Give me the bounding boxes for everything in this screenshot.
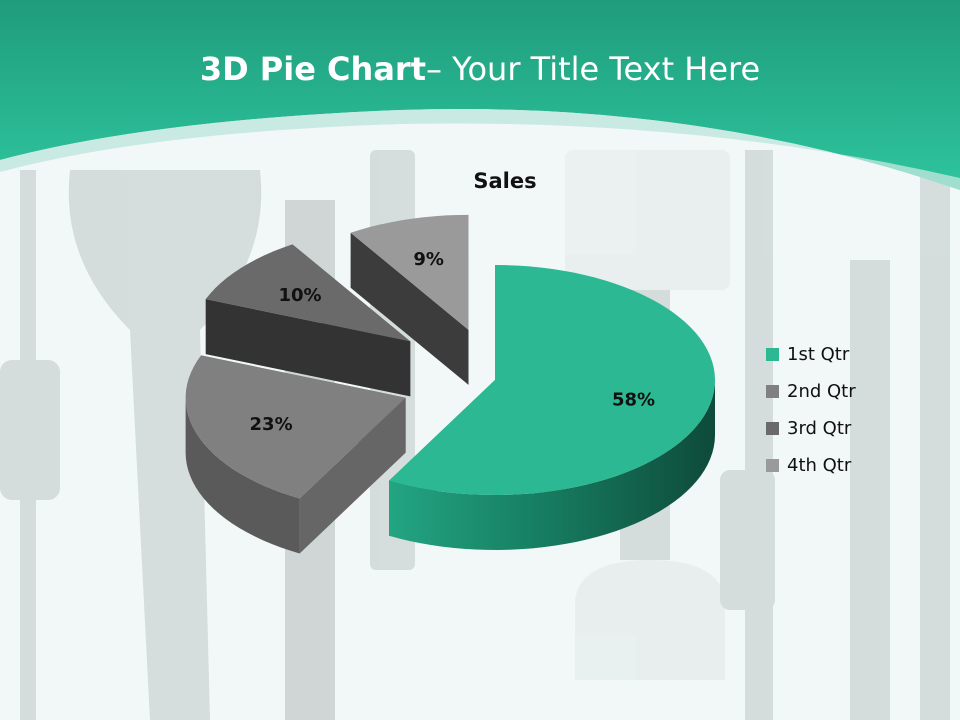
data-label: 9% bbox=[413, 249, 444, 270]
header-curve bbox=[0, 109, 960, 190]
legend-swatch bbox=[766, 422, 779, 435]
slice-radial-wall bbox=[205, 299, 411, 397]
legend-label: 3rd Qtr bbox=[787, 418, 852, 439]
legend-label: 4th Qtr bbox=[787, 455, 852, 476]
legend-swatch bbox=[766, 348, 779, 361]
pie-slice-3[interactable] bbox=[205, 244, 411, 397]
slice-side-wall bbox=[185, 397, 300, 554]
slice-top bbox=[389, 265, 715, 495]
title-bold: 3D Pie Chart bbox=[199, 50, 426, 88]
legend-swatch bbox=[766, 459, 779, 472]
legend-label: 1st Qtr bbox=[787, 344, 850, 365]
pie-slice-4[interactable] bbox=[350, 214, 469, 385]
data-label: 10% bbox=[279, 285, 322, 306]
slice-radial-wall bbox=[350, 232, 469, 385]
legend: 1st Qtr 2nd Qtr 3rd Qtr 4th Qtr bbox=[766, 336, 856, 484]
legend-item: 2nd Qtr bbox=[766, 373, 856, 410]
slice-side-wall bbox=[389, 380, 715, 550]
legend-item: 4th Qtr bbox=[766, 447, 856, 484]
legend-label: 2nd Qtr bbox=[787, 381, 856, 402]
slice-top bbox=[185, 355, 406, 499]
title-rest: – Your Title Text Here bbox=[425, 50, 761, 88]
slide-title: 3D Pie Chart– Your Title Text Here bbox=[0, 50, 960, 88]
data-label: 58% bbox=[612, 390, 655, 411]
data-label: 23% bbox=[250, 414, 293, 435]
chart-title: Sales bbox=[473, 169, 536, 193]
legend-swatch bbox=[766, 385, 779, 398]
header-band bbox=[0, 0, 960, 190]
pie-slice-1[interactable] bbox=[389, 265, 715, 550]
legend-item: 1st Qtr bbox=[766, 336, 856, 373]
slice-top bbox=[205, 244, 411, 342]
legend-item: 3rd Qtr bbox=[766, 410, 856, 447]
pie-slice-2[interactable] bbox=[185, 355, 406, 554]
slice-top bbox=[350, 214, 469, 330]
